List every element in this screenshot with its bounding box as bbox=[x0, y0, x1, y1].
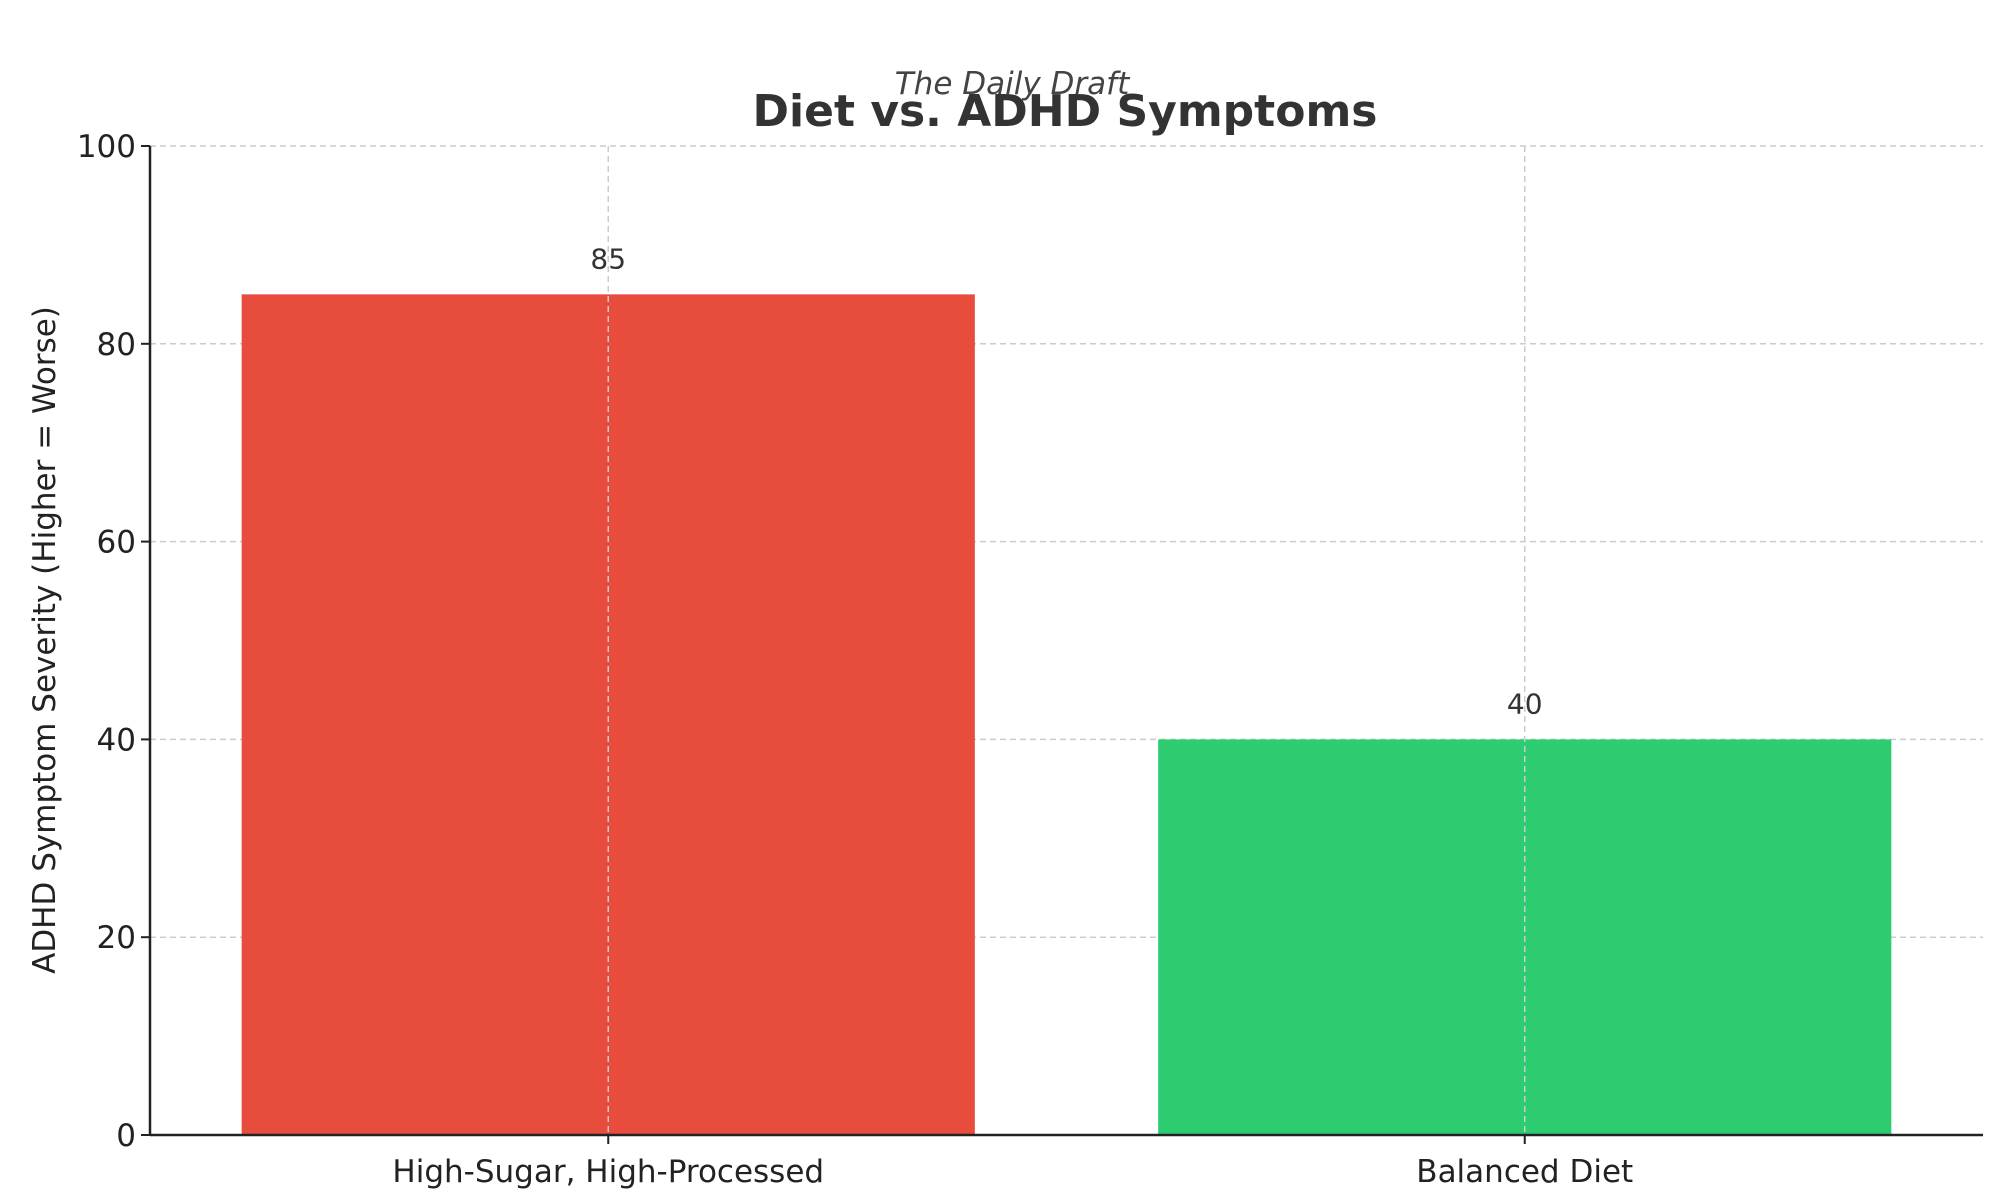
x-tick-label: High-Sugar, High-Processed bbox=[392, 1154, 824, 1190]
x-tick-label: Balanced Diet bbox=[1416, 1154, 1633, 1190]
bar-value-label: 40 bbox=[1507, 687, 1543, 720]
chart-title: Diet vs. ADHD Symptoms bbox=[753, 86, 1378, 137]
bar bbox=[241, 294, 975, 1136]
bars bbox=[241, 294, 1892, 1136]
y-tick-label: 60 bbox=[97, 525, 136, 561]
y-ticks: 0 20 40 60 80 100 bbox=[77, 129, 150, 1154]
vertical-grid bbox=[607, 146, 1526, 1135]
y-tick-label: 0 bbox=[116, 1118, 136, 1154]
y-axis-label: ADHD Symptom Severity (Higher = Worse) bbox=[27, 306, 63, 974]
x-ticks: High-Sugar, High-Processed Balanced Diet bbox=[392, 1135, 1633, 1190]
value-labels: 85 40 bbox=[590, 242, 1542, 720]
y-tick-label: 100 bbox=[77, 129, 136, 165]
bar-value-label: 85 bbox=[590, 242, 626, 275]
y-tick-label: 20 bbox=[97, 920, 136, 956]
chart-subtitle: The Daily Draft bbox=[894, 66, 1130, 102]
y-tick-label: 80 bbox=[97, 327, 136, 363]
y-tick-label: 40 bbox=[97, 722, 136, 758]
